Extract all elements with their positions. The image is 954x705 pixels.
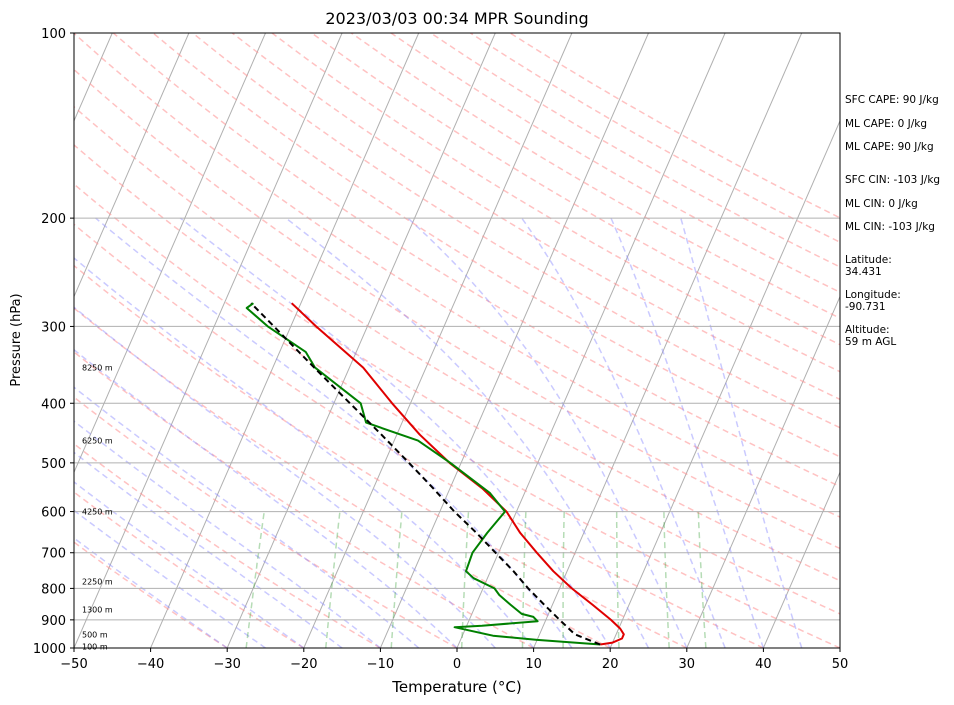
ml-cape-label: ML CAPE: 0 J/kg: [845, 118, 928, 130]
isotherm-line: [456, 33, 726, 648]
ml-cin-label: ML CIN: 0 J/kg: [845, 198, 918, 210]
y-tick-label: 900: [41, 614, 66, 629]
isotherm-line: [74, 33, 190, 298]
isotherm-line: [762, 471, 840, 648]
ml-cape-alt-label: ML CAPE: 90 J/kg: [845, 141, 934, 153]
isotherm-line: [226, 33, 496, 648]
dry-adiabat-line: [74, 105, 840, 582]
pressure-grid: [74, 217, 840, 621]
moist-adiabat-line: [95, 217, 573, 648]
isotherm-line: [379, 33, 649, 648]
height-labels: 8250 m 6250 m 4250 m 2250 m 1300 m 500 m 100 m: [82, 364, 113, 652]
mixing-ratio-line: [390, 511, 403, 648]
x-tick-label: 20: [602, 657, 619, 672]
ml-cin-alt-label: ML CIN: -103 J/kg: [845, 221, 935, 233]
dry-adiabat-line: [192, 33, 840, 429]
y-tick-label: 800: [41, 582, 66, 597]
x-tick-label: −10: [367, 657, 394, 672]
plot-frame: [73, 32, 841, 649]
x-tick-label: 40: [755, 657, 772, 672]
isotherm-line: [686, 295, 840, 648]
dry-adiabat-line: [152, 33, 840, 458]
moist-adiabat-line: [610, 217, 765, 648]
moist-adiabat-line: [74, 537, 228, 648]
dry-adiabat-line: [74, 351, 534, 648]
mixing-ratio-line: [521, 511, 527, 648]
y-tick-label: 500: [41, 457, 66, 472]
background-reference-lines: [74, 33, 840, 648]
x-tick-label: 10: [525, 657, 542, 672]
x-tick-label: 0: [453, 657, 461, 672]
dry-adiabat-line: [74, 442, 381, 648]
x-axis-label: Temperature (°C): [391, 678, 521, 696]
dry-adiabat-line: [74, 68, 840, 550]
latitude-label: Latitude: 34.431: [845, 254, 892, 278]
isotherm-line: [74, 33, 343, 648]
moist-adiabat-line: [74, 348, 458, 648]
dry-adiabat-line: [74, 264, 688, 648]
dry-adiabat-line: [74, 143, 840, 615]
longitude-label: Longitude: -90.731: [845, 289, 901, 313]
x-tick-label: −30: [213, 657, 240, 672]
mixing-ratio-line: [325, 511, 341, 648]
height-label: 8250 m: [82, 364, 113, 373]
y-tick-label: 400: [41, 397, 66, 412]
height-label: 6250 m: [82, 437, 113, 446]
y-tick-label: 700: [41, 547, 66, 562]
dry-adiabat-line: [311, 33, 840, 346]
y-tick-label: 100: [41, 27, 66, 42]
sfc-cape-label: SFC CAPE: 90 J/kg: [845, 94, 939, 106]
isotherm-line: [74, 33, 266, 474]
moist-adiabat-line: [285, 217, 650, 648]
temperature-line: [291, 302, 625, 646]
parcel-profile-line: [250, 302, 601, 646]
sounding-series: [245, 302, 625, 646]
x-tick-label: 30: [679, 657, 696, 672]
x-tick-label: −40: [137, 657, 164, 672]
moist-adiabat-line: [680, 217, 803, 648]
isotherm-line: [609, 119, 840, 648]
isotherm-line: [303, 33, 573, 648]
height-label: 1300 m: [82, 605, 113, 614]
dry-adiabat-line: [74, 183, 840, 648]
height-label: 100 m: [82, 643, 108, 652]
sfc-cin-label: SFC CIN: -103 J/kg: [845, 174, 941, 186]
dry-adiabat-line: [74, 491, 305, 648]
moist-adiabat-line: [74, 509, 266, 648]
y-tick-label: 1000: [33, 642, 66, 657]
y-tick-label: 600: [41, 506, 66, 521]
moist-adiabat-line: [521, 217, 726, 648]
y-tick-label: 200: [41, 212, 66, 227]
chart-title: 2023/03/03 00:34 MPR Sounding: [325, 9, 588, 28]
y-axis-label: Pressure (hPa): [9, 293, 24, 386]
dry-adiabat-line: [74, 396, 458, 648]
altitude-label: Altitude: 59 m AGL: [845, 324, 897, 348]
x-tick-label: −20: [290, 657, 317, 672]
height-label: 4250 m: [82, 508, 113, 517]
y-tick-label: 300: [41, 320, 66, 335]
height-label: 2250 m: [82, 578, 113, 587]
x-tick-label: −50: [60, 657, 87, 672]
height-label: 500 m: [82, 630, 108, 639]
x-tick-label: 50: [832, 657, 849, 672]
dewpoint-line: [245, 302, 601, 646]
isotherm-line: [150, 33, 420, 648]
dry-adiabat-line: [74, 33, 840, 518]
dry-adiabat-line: [74, 307, 611, 648]
